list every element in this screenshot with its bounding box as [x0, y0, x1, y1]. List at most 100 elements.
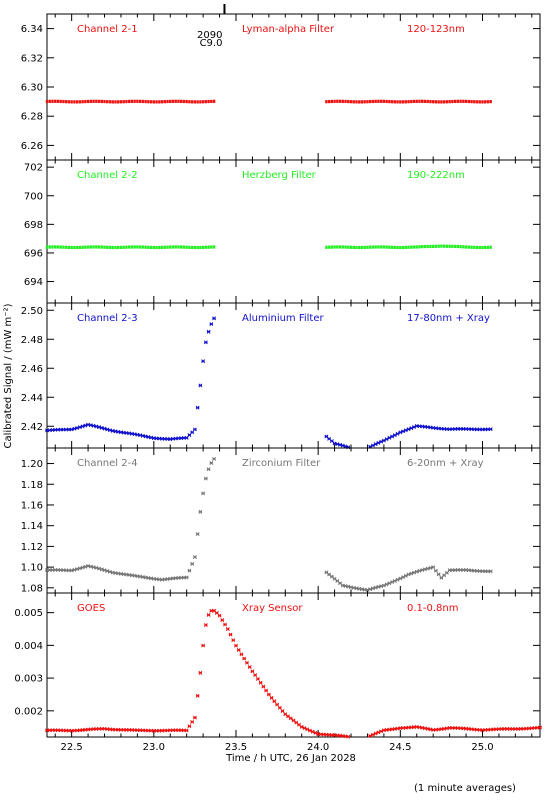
data-point: [470, 245, 473, 249]
panel-channel-label: Channel 2-1: [77, 24, 138, 35]
data-point: [428, 727, 433, 732]
data-point: [184, 728, 189, 733]
y-tick-label: 6.28: [21, 112, 43, 123]
data-point: [69, 568, 74, 573]
data-point: [163, 100, 166, 104]
y-tick-label: 1.20: [21, 459, 43, 470]
data-point: [127, 245, 131, 249]
data-point: [190, 561, 195, 566]
data-point: [346, 734, 351, 739]
data-point: [338, 442, 343, 447]
data-point: [475, 245, 479, 250]
data-point: [207, 245, 210, 249]
panel-channel-label: Channel 2-3: [77, 313, 138, 324]
data-point: [428, 565, 433, 570]
data-point: [122, 100, 125, 104]
data-point: [204, 100, 208, 104]
data-point: [206, 329, 211, 334]
data-point: [177, 99, 180, 103]
data-point: [190, 100, 194, 104]
data-point: [467, 245, 470, 249]
data-point: [327, 245, 331, 249]
data-point: [59, 99, 62, 104]
data-point: [344, 99, 347, 104]
data-point: [231, 638, 236, 643]
data-point: [247, 665, 252, 670]
data-point: [122, 245, 125, 249]
data-point: [488, 427, 493, 432]
data-point: [261, 684, 266, 689]
data-point: [340, 443, 345, 448]
data-point: [431, 565, 436, 570]
data-point: [174, 99, 177, 103]
data-point: [119, 245, 123, 250]
data-point: [431, 244, 435, 248]
data-point: [209, 461, 214, 465]
data-point: [451, 244, 454, 248]
data-point: [399, 100, 402, 104]
data-point: [382, 245, 386, 249]
data-point: [206, 467, 211, 472]
data-point: [75, 567, 80, 572]
data-point: [158, 100, 161, 104]
data-point: [349, 245, 353, 249]
data-point: [352, 100, 355, 104]
data-point: [140, 575, 145, 579]
data-point: [418, 245, 421, 249]
data-point: [54, 99, 57, 103]
data-point: [379, 584, 384, 589]
data-point: [192, 555, 197, 559]
data-point: [144, 99, 147, 104]
data-point: [147, 245, 150, 249]
data-point: [368, 587, 373, 592]
data-point: [354, 586, 359, 591]
data-point: [448, 100, 451, 104]
y-tick-label: 1.08: [21, 583, 43, 594]
data-point: [117, 100, 120, 104]
data-point: [169, 99, 172, 104]
data-point: [149, 245, 153, 250]
data-point: [204, 245, 208, 249]
data-point: [88, 423, 93, 428]
data-point: [166, 99, 169, 104]
data-point: [486, 100, 490, 104]
data-point: [228, 632, 233, 637]
data-point: [272, 699, 277, 704]
data-point: [111, 100, 114, 104]
y-tick-label: 0.002: [14, 706, 43, 717]
data-point: [185, 100, 188, 104]
data-point: [436, 572, 441, 577]
data-point: [130, 245, 134, 249]
x-tick-label: 24.5: [389, 742, 411, 753]
y-tick-label: 0.003: [14, 674, 43, 685]
y-tick-label: 2.44: [21, 393, 43, 404]
data-point: [433, 568, 438, 573]
data-point: [185, 245, 188, 249]
data-point: [340, 583, 345, 588]
data-point: [86, 245, 90, 249]
x-tick-label: 25.0: [471, 742, 493, 753]
data-point: [399, 245, 402, 250]
data-point: [420, 568, 425, 573]
data-point: [429, 244, 432, 249]
data-point: [160, 245, 164, 250]
data-point: [473, 245, 476, 249]
data-point: [125, 99, 128, 104]
data-point: [70, 100, 73, 104]
data-point: [212, 316, 217, 321]
data-point: [412, 570, 416, 575]
data-point: [94, 424, 99, 429]
data-point: [108, 100, 112, 104]
data-point: [377, 245, 380, 249]
data-point: [388, 99, 391, 104]
y-tick-label: 696: [24, 248, 43, 259]
data-point: [152, 100, 156, 104]
data-point: [336, 99, 339, 103]
data-point: [201, 491, 206, 496]
data-point: [56, 99, 60, 103]
data-point: [130, 99, 134, 103]
data-point: [425, 566, 430, 571]
data-point: [182, 245, 186, 249]
data-point: [140, 433, 145, 438]
data-point: [396, 100, 399, 104]
